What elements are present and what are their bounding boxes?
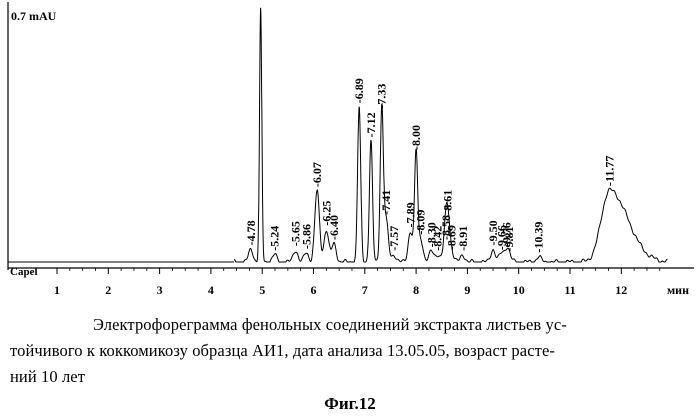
trace-group (8, 7, 668, 263)
x-tick-label: 8 (413, 283, 419, 297)
y-axis-label: 0.7 mAU (11, 9, 57, 23)
peak-label: -7.89 (404, 202, 418, 227)
peak-label: -8.69 (445, 225, 459, 250)
x-tick-label: 3 (157, 283, 163, 297)
peak-label: -9.76 (499, 222, 513, 247)
peak-label: -6.89 (352, 78, 366, 103)
peak-label: -10.39 (532, 222, 546, 253)
peak-label: -7.33 (375, 84, 389, 109)
peak-label: -6.07 (310, 162, 324, 187)
peak-label: -5.24 (268, 226, 282, 251)
peak-label: -8.30 (425, 222, 439, 247)
x-tick-label: 11 (564, 283, 575, 297)
x-axis-label: мин (667, 283, 689, 297)
x-tick-label: 12 (615, 283, 627, 297)
peak-label: -7.41 (379, 190, 393, 215)
x-tick-label: 10 (513, 283, 525, 297)
peak-label: -8.42 (431, 226, 445, 251)
baseline-label: Capel (10, 266, 38, 278)
caption-line-1: Электрофореграмма фенольных соединений э… (93, 315, 567, 334)
peak-label: -8.61 (440, 190, 454, 215)
peak-label: -5.65 (289, 221, 303, 246)
peak-label: -8.58 (439, 215, 453, 240)
x-tick-label: 4 (208, 283, 214, 297)
caption-line-3: ний 10 лет (10, 367, 86, 386)
peak-label: -9.66 (494, 225, 508, 250)
peak-label: -7.57 (387, 226, 401, 251)
figure-label: Фиг.12 (324, 394, 376, 413)
x-tick-label: 2 (105, 283, 111, 297)
series-line (234, 7, 668, 263)
peak-label: -4.78 (244, 220, 258, 245)
x-tick-label: 1 (54, 283, 60, 297)
peak-label: -8.09 (414, 210, 428, 235)
x-tick-label: 6 (311, 283, 317, 297)
peak-labels: -4.78 -5.24 -5.65-5.86 -6.07 -6.25-6.40 -6.89… (244, 78, 617, 252)
peak-label: -6.25 (319, 201, 333, 226)
peak-label: -6.40 (327, 215, 341, 240)
peak-label: -8.91 (456, 226, 470, 251)
x-tick-label: 7 (362, 283, 368, 297)
caption-line-2: тойчивого к коккомикозу образца АИ1, дат… (10, 341, 555, 360)
x-tick-label: 9 (464, 283, 470, 297)
peak-label: -8.00 (409, 125, 423, 150)
x-tick-label: 5 (259, 283, 265, 297)
peak-label: -5.86 (299, 224, 313, 249)
peak-label: -9.81 (502, 227, 516, 252)
peak-label: -11.77 (603, 156, 617, 186)
peak-label: -7.12 (364, 112, 378, 137)
peak-label: -9.50 (486, 220, 500, 245)
